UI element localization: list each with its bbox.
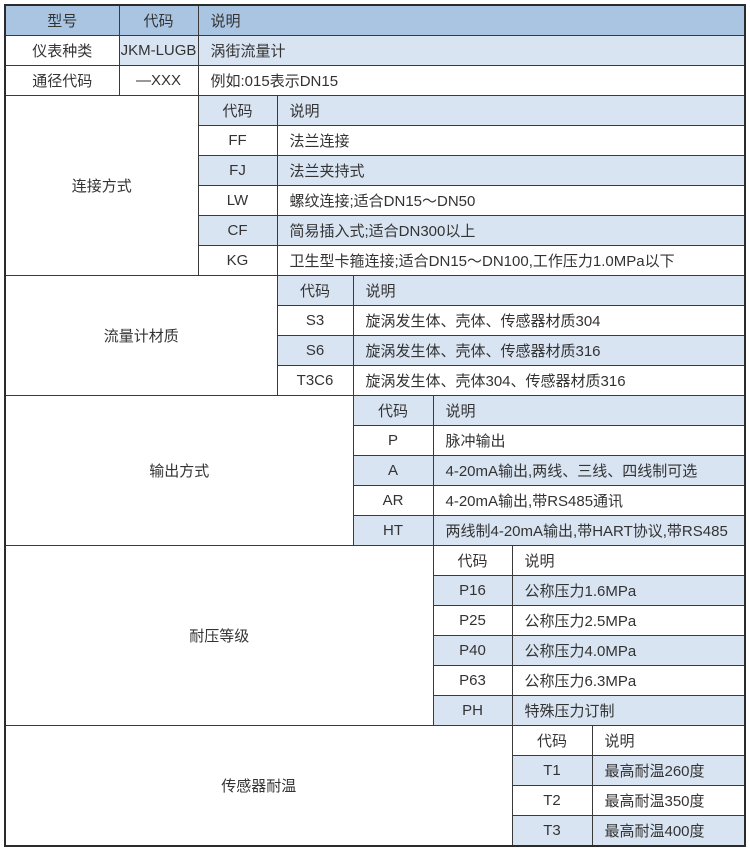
row-label-cell: 通径代码 <box>4 65 120 96</box>
desc-cell: 脉冲输出 <box>432 425 746 456</box>
section-label-material: 流量计材质 <box>4 275 278 396</box>
desc-cell: 特殊压力订制 <box>511 695 746 726</box>
code-cell: AR <box>352 485 434 516</box>
nested-code-header: 代码 <box>511 725 593 756</box>
desc-cell: 4-20mA输出,带RS485通讯 <box>432 485 746 516</box>
desc-cell: 螺纹连接;适合DN15～DN50 <box>276 185 746 216</box>
section-material-header-row: 流量计材质 代码 说明 <box>4 275 746 396</box>
desc-cell: 两线制4-20mA输出,带HART协议,带RS485 <box>432 515 746 546</box>
code-cell: PH <box>432 695 513 726</box>
code-cell: JKM-LUGB <box>118 35 199 66</box>
nested-code-header: 代码 <box>197 95 278 126</box>
table-row: T3 最高耐温400度 <box>5 815 746 847</box>
desc-cell: 最高耐温350度 <box>591 785 746 816</box>
code-cell: P16 <box>432 575 513 606</box>
section-temperature-header-row: 传感器耐温 代码 说明 <box>4 725 746 847</box>
table-row: S3 旋涡发生体、壳体、传感器材质304 <box>5 305 746 336</box>
nested-desc-header: 说明 <box>591 725 746 756</box>
section-label-output: 输出方式 <box>4 395 354 546</box>
section-pressure-header-row: 耐压等级 代码 说明 <box>4 545 746 726</box>
table-row: KG 卫生型卡箍连接;适合DN15～DN100,工作压力1.0MPa以下 <box>5 245 746 276</box>
code-cell: S6 <box>276 335 354 366</box>
table-row: HT 两线制4-20mA输出,带HART协议,带RS485 <box>5 515 746 546</box>
code-cell: HT <box>352 515 434 546</box>
desc-cell: 涡街流量计 <box>197 35 746 66</box>
section-label-connection: 连接方式 <box>4 95 199 276</box>
desc-cell: 4-20mA输出,两线、三线、四线制可选 <box>432 455 746 486</box>
code-cell: T3C6 <box>276 365 354 396</box>
desc-cell: 卫生型卡箍连接;适合DN15～DN100,工作压力1.0MPa以下 <box>276 245 746 276</box>
row-instrument-type: 仪表种类 JKM-LUGB 涡街流量计 <box>4 35 746 66</box>
nested-desc-header: 说明 <box>511 545 746 576</box>
desc-cell: 最高耐温400度 <box>591 815 746 847</box>
desc-cell: 公称压力1.6MPa <box>511 575 746 606</box>
code-cell: A <box>352 455 434 486</box>
col-header-code: 代码 <box>118 4 199 36</box>
row-diameter-code: 通径代码 —XXX 例如:015表示DN15 <box>4 65 746 96</box>
nested-desc-header: 说明 <box>276 95 746 126</box>
code-cell: KG <box>197 245 278 276</box>
desc-cell: 简易插入式;适合DN300以上 <box>276 215 746 246</box>
section-label-temperature: 传感器耐温 <box>4 725 513 847</box>
table-row: A 4-20mA输出,两线、三线、四线制可选 <box>5 455 746 486</box>
table-header-row: 型号 代码 说明 <box>4 4 746 36</box>
desc-cell: 法兰夹持式 <box>276 155 746 186</box>
col-header-model: 型号 <box>4 4 120 36</box>
code-cell: P63 <box>432 665 513 696</box>
table-row: P25 公称压力2.5MPa <box>5 605 746 636</box>
desc-cell: 公称压力4.0MPa <box>511 635 746 666</box>
code-cell: T1 <box>511 755 593 786</box>
code-cell: P25 <box>432 605 513 636</box>
table-row: T2 最高耐温350度 <box>5 785 746 816</box>
code-cell: P40 <box>432 635 513 666</box>
table-row: LW 螺纹连接;适合DN15～DN50 <box>5 185 746 216</box>
nested-desc-header: 说明 <box>352 275 746 306</box>
desc-cell: 例如:015表示DN15 <box>197 65 746 96</box>
code-cell: S3 <box>276 305 354 336</box>
table-row: P40 公称压力4.0MPa <box>5 635 746 666</box>
code-cell: FF <box>197 125 278 156</box>
table-row: P63 公称压力6.3MPa <box>5 665 746 696</box>
table-row: CF 简易插入式;适合DN300以上 <box>5 215 746 246</box>
section-label-pressure: 耐压等级 <box>4 545 434 726</box>
col-header-desc: 说明 <box>197 4 746 36</box>
row-label-cell: 仪表种类 <box>4 35 120 66</box>
section-connection-header-row: 连接方式 代码 说明 <box>4 95 746 276</box>
code-cell: T3 <box>511 815 593 847</box>
desc-cell: 公称压力6.3MPa <box>511 665 746 696</box>
desc-cell: 公称压力2.5MPa <box>511 605 746 636</box>
code-cell: LW <box>197 185 278 216</box>
desc-cell: 旋涡发生体、壳体304、传感器材质316 <box>352 365 746 396</box>
table-row: FJ 法兰夹持式 <box>5 155 746 186</box>
desc-cell: 旋涡发生体、壳体、传感器材质316 <box>352 335 746 366</box>
nested-desc-header: 说明 <box>432 395 746 426</box>
desc-cell: 法兰连接 <box>276 125 746 156</box>
nested-code-header: 代码 <box>276 275 354 306</box>
code-cell: FJ <box>197 155 278 186</box>
code-cell: P <box>352 425 434 456</box>
table-row: S6 旋涡发生体、壳体、传感器材质316 <box>5 335 746 366</box>
nested-code-header: 代码 <box>352 395 434 426</box>
nested-code-header: 代码 <box>432 545 513 576</box>
table-row: PH 特殊压力订制 <box>5 695 746 726</box>
code-cell: T2 <box>511 785 593 816</box>
model-selection-table: 型号 代码 说明 仪表种类 JKM-LUGB 涡街流量计 通径代码 —XXX 例… <box>4 4 746 847</box>
desc-cell: 旋涡发生体、壳体、传感器材质304 <box>352 305 746 336</box>
code-cell: CF <box>197 215 278 246</box>
table-row: P16 公称压力1.6MPa <box>5 575 746 606</box>
code-cell: —XXX <box>118 65 199 96</box>
desc-cell: 最高耐温260度 <box>591 755 746 786</box>
section-output-header-row: 输出方式 代码 说明 <box>4 395 746 546</box>
table-row: FF 法兰连接 <box>5 125 746 156</box>
